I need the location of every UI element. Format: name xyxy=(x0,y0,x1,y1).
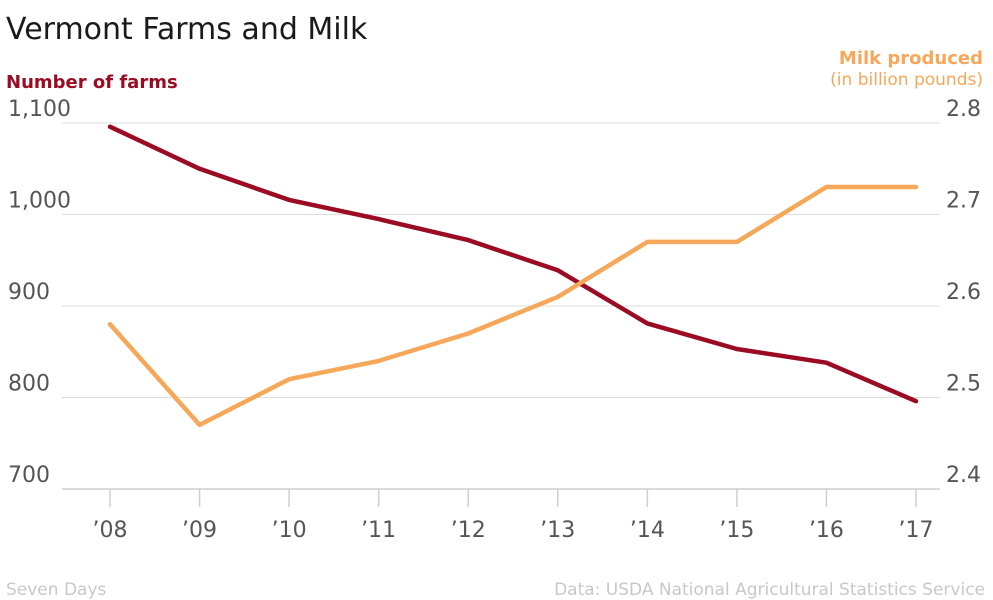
right-axis-sublabel: (in billion pounds) xyxy=(830,70,983,90)
x-tick-label: ’12 xyxy=(451,518,486,543)
milk-line xyxy=(107,184,919,428)
x-tick-label: ’14 xyxy=(630,518,665,543)
y-left-tick-label: 900 xyxy=(8,280,50,305)
tick-labels: 700 2.4 800 2.5 900 2.6 1,000 2.7 1,100 2.8 ’08 ’09… xyxy=(8,97,981,543)
right-axis-label: Milk produced xyxy=(838,48,983,69)
x-tick-label: ’09 xyxy=(182,518,217,543)
x-tick-label: ’11 xyxy=(361,518,396,543)
footer-source-right: Data: USDA National Agricultural Statist… xyxy=(554,580,985,600)
x-tick-label: ’15 xyxy=(719,518,754,543)
y-left-tick-label: 1,100 xyxy=(8,97,71,122)
y-right-tick-label: 2.4 xyxy=(946,463,981,488)
x-tick-label: ’13 xyxy=(540,518,575,543)
farms-line xyxy=(107,124,919,404)
y-right-tick-label: 2.6 xyxy=(946,280,981,305)
series-lines xyxy=(107,124,919,428)
footer-source-left: Seven Days xyxy=(6,580,107,600)
x-ticks xyxy=(109,489,917,507)
y-right-tick-label: 2.5 xyxy=(946,372,981,397)
x-tick-label: ’10 xyxy=(272,518,307,543)
x-tick-label: ’17 xyxy=(899,518,934,543)
y-left-tick-label: 800 xyxy=(8,372,50,397)
y-right-tick-label: 2.7 xyxy=(946,189,981,214)
x-tick-label: ’16 xyxy=(809,518,844,543)
gridlines xyxy=(62,122,940,490)
y-left-tick-label: 1,000 xyxy=(8,189,71,214)
chart-title: Vermont Farms and Milk xyxy=(6,12,368,47)
y-right-tick-label: 2.8 xyxy=(946,97,981,122)
left-axis-label: Number of farms xyxy=(6,72,178,93)
x-tick-label: ’08 xyxy=(93,518,128,543)
y-left-tick-label: 700 xyxy=(8,463,50,488)
